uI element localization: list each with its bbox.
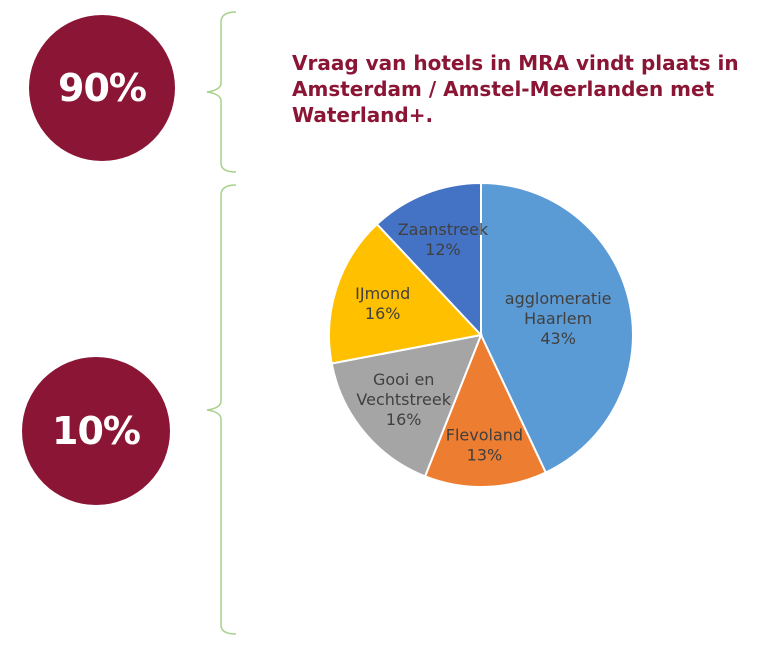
share-90-circle: 90% xyxy=(29,15,175,161)
pie-label-gooi-en-vechtstreek: Gooi en Vechtstreek 16% xyxy=(356,370,451,429)
pie-slice-zaanstreek xyxy=(375,181,482,338)
pie-category-label: Haarlem xyxy=(524,309,592,328)
share-90-text: 90% xyxy=(58,66,147,110)
pie-value-label: 43% xyxy=(540,329,576,348)
pie-chart: agglomeratie Haarlem 43%Flevoland 13%Gooi e… xyxy=(328,181,634,488)
pie-label-agglomeratie-haarlem: agglomeratie Haarlem 43% xyxy=(505,289,612,348)
pie-value-label: 16% xyxy=(365,304,401,323)
pie-label-ijmond: IJmond 16% xyxy=(355,284,410,323)
pie-category-label: Zaanstreek xyxy=(398,220,489,239)
pie-label-flevoland: Flevoland 13% xyxy=(446,425,523,464)
pie-value-label: 12% xyxy=(425,240,461,259)
pie-slice-gooi-en-vechtstreek xyxy=(330,333,483,478)
share-10-text: 10% xyxy=(52,409,141,453)
pie-category-label: Flevoland xyxy=(446,425,523,444)
headline-line-2: Amsterdam / Amstel-Meerlanden met xyxy=(292,77,715,101)
pie-category-label: Gooi en xyxy=(373,370,435,389)
pie-label-zaanstreek: Zaanstreek 12% xyxy=(398,220,489,259)
headline-line-3: Waterland+. xyxy=(292,103,434,127)
pie-slice-agglomeratie-haarlem xyxy=(480,181,634,474)
pie-category-label: IJmond xyxy=(355,284,410,303)
pie-category-label: Vechtstreek xyxy=(356,390,451,409)
bottom-brace xyxy=(206,184,237,635)
pie-category-label: agglomeratie xyxy=(505,289,612,308)
pie-slice-flevoland xyxy=(423,332,548,488)
top-brace xyxy=(206,11,237,173)
headline-line-1: Vraag van hotels in MRA vindt plaats in xyxy=(292,51,739,75)
share-10-circle: 10% xyxy=(22,357,170,505)
pie-slice-ijmond xyxy=(328,222,483,365)
headline: Vraag van hotels in MRA vindt plaats in … xyxy=(292,50,762,128)
pie-value-label: 16% xyxy=(386,410,422,429)
pie-value-label: 13% xyxy=(467,445,503,464)
